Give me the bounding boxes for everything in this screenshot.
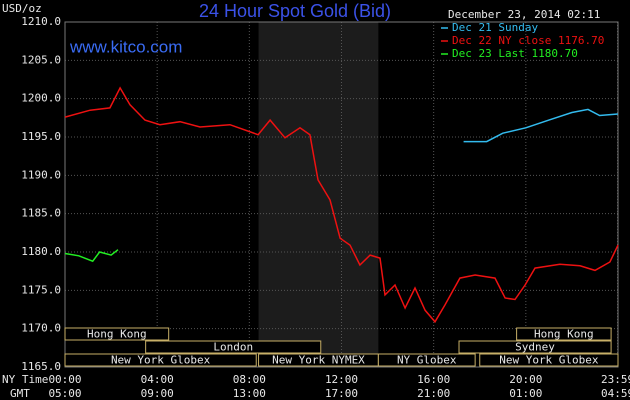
session-box bbox=[64, 327, 170, 341]
x-tick-label-gmt: 09:00 bbox=[141, 387, 174, 400]
x-tick-label: 20:00 bbox=[509, 373, 542, 386]
x-tick-label: 23:59 bbox=[601, 373, 630, 386]
session-box bbox=[377, 353, 476, 367]
plot-frame bbox=[64, 21, 619, 368]
y-tick-label: 1210.0 bbox=[21, 15, 61, 28]
x-tick-label: 12:00 bbox=[325, 373, 358, 386]
x-tick-label-gmt: 21:00 bbox=[417, 387, 450, 400]
x-tick-label-gmt: 17:00 bbox=[325, 387, 358, 400]
y-tick-label: 1205.0 bbox=[21, 53, 61, 66]
chart-title: 24 Hour Spot Gold (Bid) bbox=[199, 1, 391, 21]
legend-entry: Dec 23 Last 1180.70 bbox=[452, 47, 578, 60]
session-box bbox=[64, 353, 257, 367]
x-tick-label-gmt: 13:00 bbox=[233, 387, 266, 400]
x-axis-label: GMT bbox=[10, 387, 30, 400]
x-tick-label: 04:00 bbox=[141, 373, 174, 386]
x-tick-label: 16:00 bbox=[417, 373, 450, 386]
session-label: New York NYMEX bbox=[272, 354, 365, 367]
y-axis-label: USD/oz bbox=[2, 2, 42, 15]
session-box bbox=[479, 353, 619, 367]
series-line bbox=[463, 108, 619, 143]
session-label: Sydney bbox=[515, 341, 555, 354]
session-label: London bbox=[213, 341, 253, 354]
session-label: New York Globex bbox=[499, 354, 599, 367]
legend-entry: Dec 21 Sunday bbox=[452, 21, 538, 34]
session-box bbox=[145, 340, 322, 354]
session-label: New York Globex bbox=[111, 354, 211, 367]
y-tick-label: 1165.0 bbox=[21, 360, 61, 373]
x-tick-label-gmt: 04:59 bbox=[601, 387, 630, 400]
timestamp: December 23, 2014 02:11 bbox=[448, 8, 600, 21]
y-tick-label: 1180.0 bbox=[21, 245, 61, 258]
x-axis-label: NY Time bbox=[2, 373, 48, 386]
x-tick-label-gmt: 05:00 bbox=[48, 387, 81, 400]
series-line bbox=[64, 86, 619, 324]
y-tick-label: 1170.0 bbox=[21, 322, 61, 335]
y-tick-label: 1190.0 bbox=[21, 168, 61, 181]
session-label: NY Globex bbox=[397, 354, 457, 367]
y-tick-label: 1175.0 bbox=[21, 283, 61, 296]
session-label: Hong Kong bbox=[534, 328, 594, 341]
session-label: Hong Kong bbox=[87, 328, 147, 341]
x-tick-label-gmt: 01:00 bbox=[509, 387, 542, 400]
y-tick-label: 1195.0 bbox=[21, 130, 61, 143]
session-box bbox=[516, 327, 612, 341]
shaded-region bbox=[258, 22, 379, 367]
session-box bbox=[458, 340, 612, 354]
y-tick-label: 1185.0 bbox=[21, 207, 61, 220]
x-tick-label: 00:00 bbox=[48, 373, 81, 386]
x-tick-label: 08:00 bbox=[233, 373, 266, 386]
series-line bbox=[64, 249, 119, 263]
watermark: www.kitco.com bbox=[69, 37, 182, 56]
y-tick-label: 1200.0 bbox=[21, 92, 61, 105]
legend-entry: Dec 22 NY close 1176.70 bbox=[452, 34, 604, 47]
